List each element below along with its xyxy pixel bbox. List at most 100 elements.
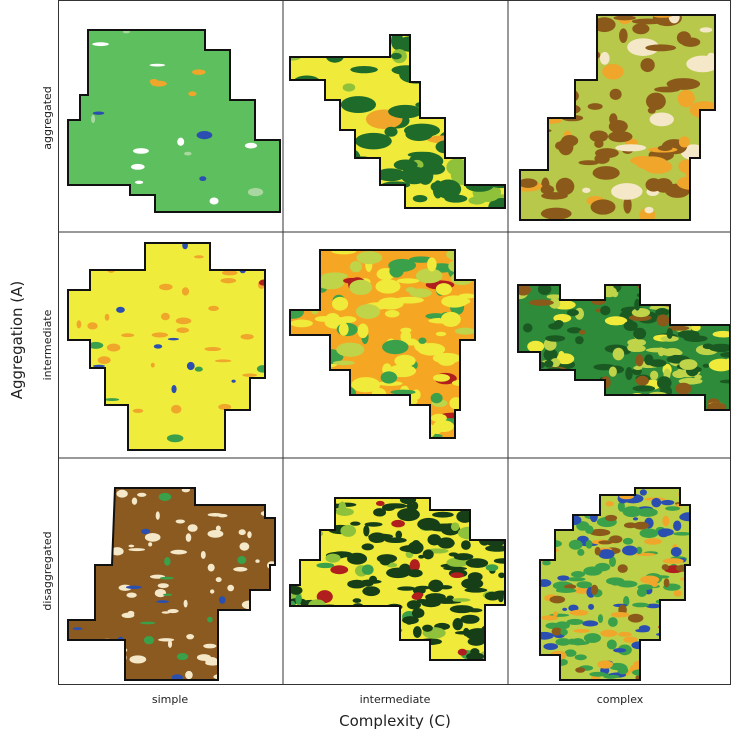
land-patch	[126, 586, 142, 589]
land-patch	[424, 67, 446, 87]
land-patch	[571, 571, 585, 577]
land-patch	[402, 649, 414, 661]
land-patch	[678, 628, 694, 636]
land-patch	[185, 671, 193, 679]
land-patch	[116, 307, 125, 313]
land-patch	[615, 144, 646, 151]
land-patch	[197, 654, 211, 661]
land-patch	[208, 306, 219, 311]
land-patch	[326, 48, 345, 63]
land-patch	[93, 112, 105, 115]
land-patch	[241, 334, 254, 340]
land-patch	[365, 434, 389, 440]
land-patch	[248, 188, 263, 196]
land-patch	[534, 664, 551, 672]
land-patch	[649, 297, 663, 309]
land-patch	[681, 314, 691, 324]
land-patch	[520, 93, 533, 110]
land-patch	[388, 105, 422, 119]
land-patch	[520, 128, 552, 133]
land-patch	[614, 16, 636, 21]
land-patch	[679, 657, 697, 667]
land-patch	[98, 356, 111, 364]
land-patch	[611, 396, 626, 403]
land-patch	[356, 251, 382, 264]
land-patch	[375, 279, 400, 293]
land-patch	[530, 117, 548, 134]
land-patch	[327, 152, 358, 162]
land-patch	[657, 314, 670, 326]
land-patch	[298, 248, 314, 260]
land-patch	[386, 568, 410, 579]
land-patch	[152, 332, 168, 337]
land-patch	[145, 533, 161, 542]
land-patch	[538, 94, 547, 102]
land-patch	[478, 533, 491, 544]
land-patch	[663, 558, 684, 564]
row-label: intermediate	[41, 309, 54, 380]
land-patch	[639, 665, 657, 673]
land-patch	[156, 600, 169, 603]
land-patch	[188, 524, 198, 532]
land-patch	[558, 485, 574, 493]
land-patch	[657, 376, 672, 389]
land-patch	[78, 594, 93, 601]
land-patch	[622, 546, 637, 556]
land-patch	[541, 615, 558, 620]
land-patch	[461, 400, 469, 406]
land-patch	[350, 66, 377, 73]
land-patch	[86, 553, 94, 562]
land-patch	[397, 278, 420, 283]
land-patch	[600, 407, 612, 411]
land-patch	[717, 310, 731, 318]
land-patch	[176, 519, 185, 523]
land-patch	[600, 630, 617, 637]
land-patch	[433, 353, 461, 364]
land-patch	[655, 647, 669, 656]
land-patch	[576, 581, 592, 588]
land-patch	[192, 69, 205, 75]
land-patch	[336, 508, 354, 516]
land-patch	[362, 543, 374, 550]
land-patch	[667, 328, 673, 339]
land-patch	[681, 633, 695, 642]
land-patch	[674, 396, 692, 409]
land-patch	[673, 520, 681, 531]
land-patch	[609, 113, 617, 125]
land-patch	[573, 629, 589, 633]
land-patch	[338, 608, 357, 617]
land-patch	[186, 533, 192, 542]
land-patch	[300, 633, 307, 640]
land-patch	[215, 359, 232, 362]
land-patch	[102, 406, 116, 411]
land-patch	[413, 195, 428, 202]
land-patch	[646, 93, 666, 110]
land-patch	[436, 140, 457, 153]
land-patch	[312, 39, 335, 50]
land-patch	[465, 401, 476, 416]
land-patch	[661, 616, 680, 623]
land-patch	[319, 503, 342, 509]
land-patch	[673, 532, 691, 536]
land-patch	[287, 609, 294, 620]
land-patch	[679, 136, 690, 147]
land-patch	[632, 603, 649, 608]
land-patch	[370, 619, 384, 626]
land-patch	[585, 407, 595, 412]
land-patch	[562, 608, 567, 611]
land-patch	[543, 643, 558, 650]
land-patch	[244, 413, 259, 418]
land-patch	[471, 124, 490, 138]
land-patch	[665, 662, 684, 671]
land-patch	[555, 9, 564, 23]
land-patch	[144, 636, 155, 644]
land-patch	[669, 11, 680, 24]
land-patch	[661, 656, 675, 659]
land-patch	[595, 148, 619, 158]
land-patch	[288, 643, 306, 652]
land-patch	[415, 101, 437, 108]
land-patch	[525, 73, 549, 83]
land-patch	[541, 185, 555, 194]
land-patch	[158, 638, 174, 641]
land-patch	[330, 644, 350, 650]
